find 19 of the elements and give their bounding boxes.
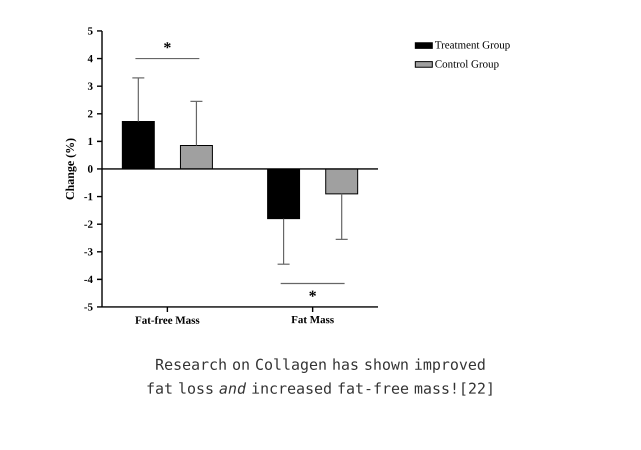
y-tick-label: -3 <box>84 248 93 256</box>
y-tick-label: 0 <box>88 165 93 173</box>
y-axis-title: Change (%) <box>66 138 77 200</box>
y-tick-label: 4 <box>88 54 93 62</box>
text: Research on Collagen has shown improved fat loss and increased fat-free mass![22] <box>147 358 492 396</box>
y-tick-label: 1 <box>88 138 92 145</box>
y-tick-label: 5 <box>88 27 93 35</box>
x-tick-label: Fat-free Mass <box>135 316 200 324</box>
legend-label: Control Group <box>435 60 499 70</box>
y-tick-label: -1 <box>84 192 92 200</box>
annotation: * <box>309 290 316 297</box>
legend-label: Treatment Group <box>435 41 510 51</box>
y-tick-label: -2 <box>84 220 93 228</box>
y-tick-label: -4 <box>84 276 93 283</box>
y-tick-label: 3 <box>88 82 93 90</box>
y-tick-label: 2 <box>88 110 93 118</box>
annotation: * <box>164 42 171 48</box>
y-tick-label: -5 <box>84 303 93 311</box>
x-tick-label: Fat Mass <box>291 316 334 324</box>
